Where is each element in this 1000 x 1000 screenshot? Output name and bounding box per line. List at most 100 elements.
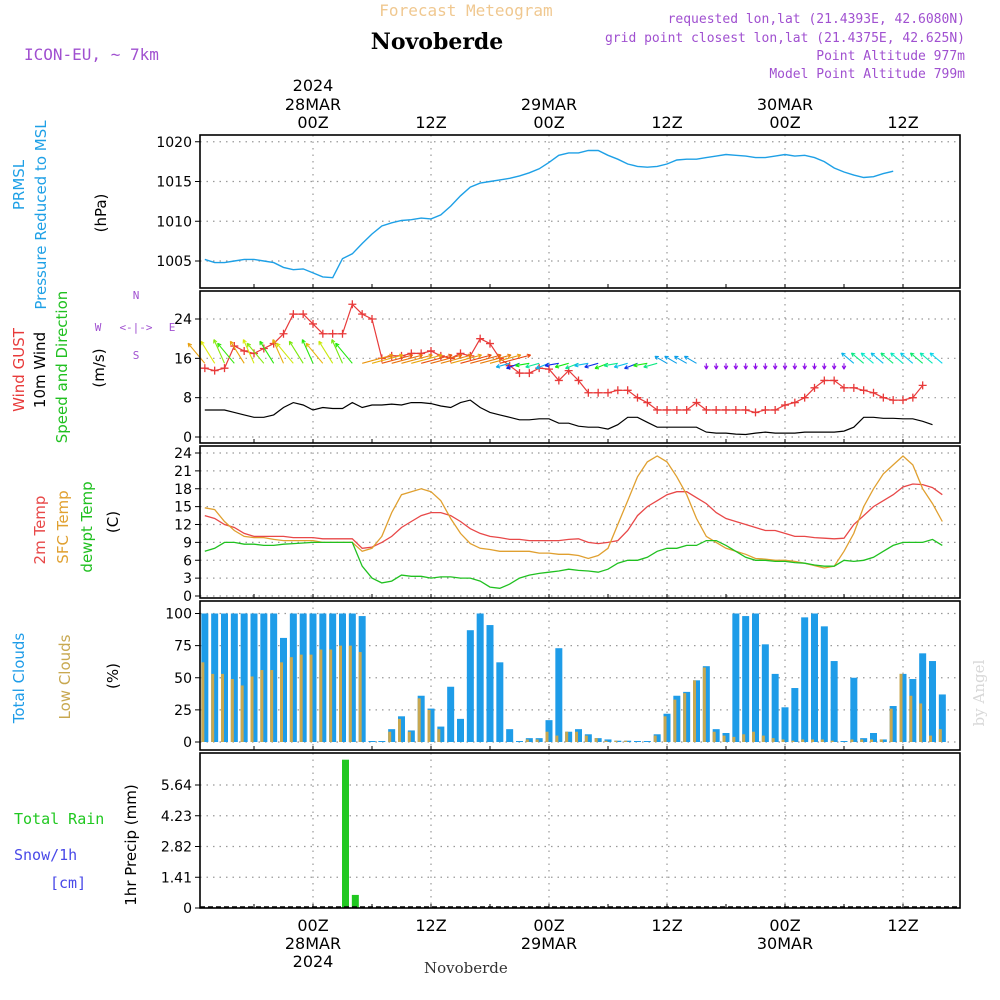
wind-direction-arrow xyxy=(841,363,847,370)
gust-point xyxy=(889,396,898,405)
gust-point xyxy=(653,405,662,414)
footer-location: Novoberde xyxy=(424,959,508,977)
wind-direction-arrow xyxy=(574,362,589,368)
total-cloud-bar xyxy=(339,613,346,742)
low-cloud-bar xyxy=(732,736,736,742)
low-cloud-bar xyxy=(250,676,254,742)
wind-direction-arrow xyxy=(841,352,855,364)
total-cloud-bar xyxy=(624,740,632,742)
total-cloud-bar xyxy=(712,729,720,742)
total-cloud-bar xyxy=(594,738,602,742)
total-cloud-bar xyxy=(693,680,700,742)
gust-point xyxy=(859,386,868,395)
wind-direction-arrow xyxy=(723,363,729,370)
wind-direction-arrow xyxy=(470,353,502,364)
wind-direction-arrow xyxy=(246,342,265,364)
low-cloud-bar xyxy=(771,738,775,742)
gust-point xyxy=(220,364,229,373)
gust-point xyxy=(299,310,308,319)
wind-direction-arrow xyxy=(331,339,344,364)
y-tick-label: 100 xyxy=(165,607,192,623)
wind-direction-arrow xyxy=(674,355,687,364)
low-cloud-bar xyxy=(663,716,667,742)
bottom-tick-label: 30MAR xyxy=(757,934,813,953)
wind-direction-arrow xyxy=(554,362,569,369)
gust-point xyxy=(604,388,612,397)
total-cloud-bar xyxy=(230,613,238,742)
wind-direction-arrow xyxy=(335,342,353,364)
y-tick-label: 0 xyxy=(183,589,192,605)
low-cloud-bar xyxy=(565,731,569,742)
cloud-labels: Total Clouds Low Clouds (%) xyxy=(10,633,122,725)
panel-temperature: 0 3 6 912 15 18 21 24 xyxy=(174,446,960,605)
total-cloud-bar xyxy=(663,713,671,742)
low-cloud-bar xyxy=(545,731,549,742)
gust-point xyxy=(613,386,622,395)
model-label: ICON-EU, ~ 7km xyxy=(24,45,159,64)
total-cloud-bar xyxy=(870,733,877,742)
y-tick-label: 3 xyxy=(183,571,192,587)
top-tick-label: 29MAR xyxy=(521,95,577,114)
compass-e: E xyxy=(169,321,176,334)
low-cloud-bar xyxy=(722,735,726,742)
total-cloud-bar xyxy=(280,637,287,742)
low-cloud-bar xyxy=(752,731,755,742)
wind-direction-arrow xyxy=(430,353,463,364)
total-cloud-bar xyxy=(447,686,455,742)
total-cloud-bar xyxy=(260,613,268,742)
low-cloud-bar xyxy=(427,709,431,742)
total-cloud-bar xyxy=(889,706,897,742)
total-cloud-bar xyxy=(309,613,317,742)
total-cloud-bar xyxy=(761,644,769,742)
y-tick-label: 0 xyxy=(183,901,192,917)
wind-direction-arrow xyxy=(187,342,206,364)
gust-point xyxy=(820,376,829,385)
gust-point xyxy=(427,346,435,355)
low-cloud-bar xyxy=(742,734,746,742)
wind-direction-arrow xyxy=(753,363,758,370)
panel-pressure: 1005 1010 1015 1020 xyxy=(156,135,960,288)
pressure-line xyxy=(204,149,894,279)
total-cloud-bar xyxy=(417,695,425,742)
total-cloud-bar xyxy=(329,613,337,742)
gust-point xyxy=(899,396,907,405)
bottom-year-label: 2024 xyxy=(293,952,334,971)
total-cloud-bar xyxy=(221,613,228,742)
wind-direction-arrow xyxy=(544,362,559,368)
gust-point xyxy=(633,393,642,402)
total-cloud-bar xyxy=(771,673,779,742)
total-cloud-bar xyxy=(299,613,307,742)
low-cloud-bar xyxy=(221,673,224,742)
total-cloud-bar xyxy=(506,729,514,742)
total-cloud-bar xyxy=(879,739,887,742)
low-cloud-bar xyxy=(398,718,401,742)
wind-direction-arrow xyxy=(603,362,618,368)
total-rain-label: Total Rain xyxy=(14,810,104,828)
wind-direction-arrow xyxy=(792,363,798,370)
low-cloud-bar xyxy=(899,673,903,742)
low-cloud-bar xyxy=(417,698,421,742)
wind-direction-arrow xyxy=(229,340,245,364)
y-tick-label: 24 xyxy=(174,312,192,328)
total-cloud-bar xyxy=(565,731,573,742)
wind-direction-arrow xyxy=(919,352,933,364)
dewpt-line xyxy=(204,538,943,589)
wind-unit: (m/s) xyxy=(90,348,108,387)
low-cloud-bar xyxy=(525,739,529,742)
total-cloud-bar xyxy=(702,666,710,742)
wind-direction-arrow xyxy=(525,362,540,369)
top-tick-label: 28MAR xyxy=(285,95,341,114)
low-cloud-bar xyxy=(860,739,864,742)
wind-labels: Wind GUST 10m Wind Speed and Direction (… xyxy=(10,289,175,443)
total-clouds-label: Total Clouds xyxy=(10,633,28,725)
low-cloud-bar xyxy=(801,739,805,742)
low-cloud-bar xyxy=(879,739,883,742)
top-tick-label: 00Z xyxy=(297,113,328,132)
y-tick-label: 24 xyxy=(174,446,192,462)
low-cloud-bar xyxy=(309,654,313,742)
y-tick-label: 1.41 xyxy=(161,870,192,886)
sfc-temp-label: SFC Temp xyxy=(54,490,72,563)
low-cloud-bar xyxy=(407,731,411,742)
wind-direction-arrow xyxy=(909,352,924,364)
bottom-tick-label: 12Z xyxy=(887,916,918,935)
